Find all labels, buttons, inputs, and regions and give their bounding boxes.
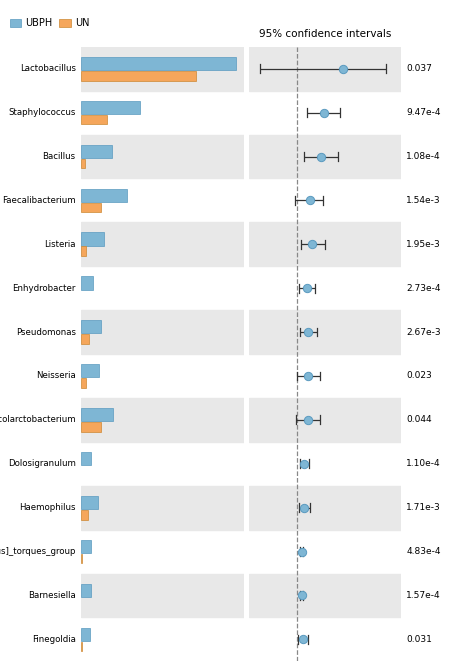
Text: Haemophilus: Haemophilus (19, 503, 76, 512)
Bar (81, 554, 82, 563)
Bar (81, 277, 93, 289)
Bar (81, 145, 112, 158)
Bar (81, 574, 244, 617)
Text: 1.54e-3: 1.54e-3 (406, 196, 441, 205)
Text: Pseudomonas: Pseudomonas (16, 327, 76, 337)
Text: 1.10e-4: 1.10e-4 (406, 460, 441, 468)
Text: Finegoldia: Finegoldia (32, 635, 76, 644)
Bar (81, 408, 113, 422)
Text: 2.73e-4: 2.73e-4 (406, 284, 441, 293)
Bar (81, 496, 98, 509)
Bar (81, 422, 101, 432)
Text: 0.044: 0.044 (406, 415, 432, 424)
Text: Bacillus: Bacillus (43, 152, 76, 161)
Bar (81, 115, 107, 124)
Text: Staphylococcus: Staphylococcus (9, 108, 76, 117)
Text: 1.95e-3: 1.95e-3 (406, 240, 441, 248)
Bar (81, 540, 91, 553)
Text: Enhydrobacter: Enhydrobacter (12, 284, 76, 293)
Text: Phascolarctobacterium: Phascolarctobacterium (0, 415, 76, 424)
Text: 0.031: 0.031 (406, 635, 432, 644)
Text: Lactobacillus: Lactobacillus (20, 64, 76, 73)
Legend: UBPH, UN: UBPH, UN (9, 18, 89, 28)
Bar (81, 246, 86, 256)
Bar (81, 320, 101, 333)
Bar (81, 641, 82, 651)
Text: Dolosigranulum: Dolosigranulum (8, 460, 76, 468)
Text: 0.023: 0.023 (406, 371, 432, 381)
Bar (81, 188, 128, 202)
Text: 4.83e-4: 4.83e-4 (406, 547, 441, 556)
Bar (81, 334, 89, 344)
Bar (81, 232, 104, 246)
Text: Barnesiella: Barnesiella (28, 591, 76, 600)
Bar (81, 584, 91, 597)
Bar (81, 71, 196, 81)
Bar (81, 222, 244, 267)
Text: 95% confidence intervals: 95% confidence intervals (258, 29, 391, 39)
Bar (249, 47, 401, 91)
Bar (81, 510, 88, 520)
Bar (81, 398, 244, 442)
Bar (81, 452, 91, 465)
Text: Neisseria: Neisseria (36, 371, 76, 381)
Text: Listeria: Listeria (44, 240, 76, 248)
Text: 1.57e-4: 1.57e-4 (406, 591, 441, 600)
Bar (81, 378, 86, 388)
Bar (81, 310, 244, 354)
Bar (81, 486, 244, 530)
Bar (81, 159, 85, 168)
Text: 9.47e-4: 9.47e-4 (406, 108, 441, 117)
Bar (249, 310, 401, 354)
Text: [Ruminococcus]_torques_group: [Ruminococcus]_torques_group (0, 547, 76, 556)
Bar (249, 486, 401, 530)
Bar (81, 57, 237, 70)
Text: 1.71e-3: 1.71e-3 (406, 503, 441, 512)
Text: Faecalibacterium: Faecalibacterium (2, 196, 76, 205)
Text: 1.08e-4: 1.08e-4 (406, 152, 441, 161)
Text: 0.037: 0.037 (406, 64, 432, 73)
Bar (81, 627, 90, 641)
Bar (81, 134, 244, 178)
Bar (81, 364, 99, 377)
Bar (249, 574, 401, 617)
Bar (249, 398, 401, 442)
Bar (81, 101, 140, 114)
Bar (81, 47, 244, 91)
Text: 2.67e-3: 2.67e-3 (406, 327, 441, 337)
Bar (249, 134, 401, 178)
Bar (249, 222, 401, 267)
Bar (81, 202, 101, 212)
